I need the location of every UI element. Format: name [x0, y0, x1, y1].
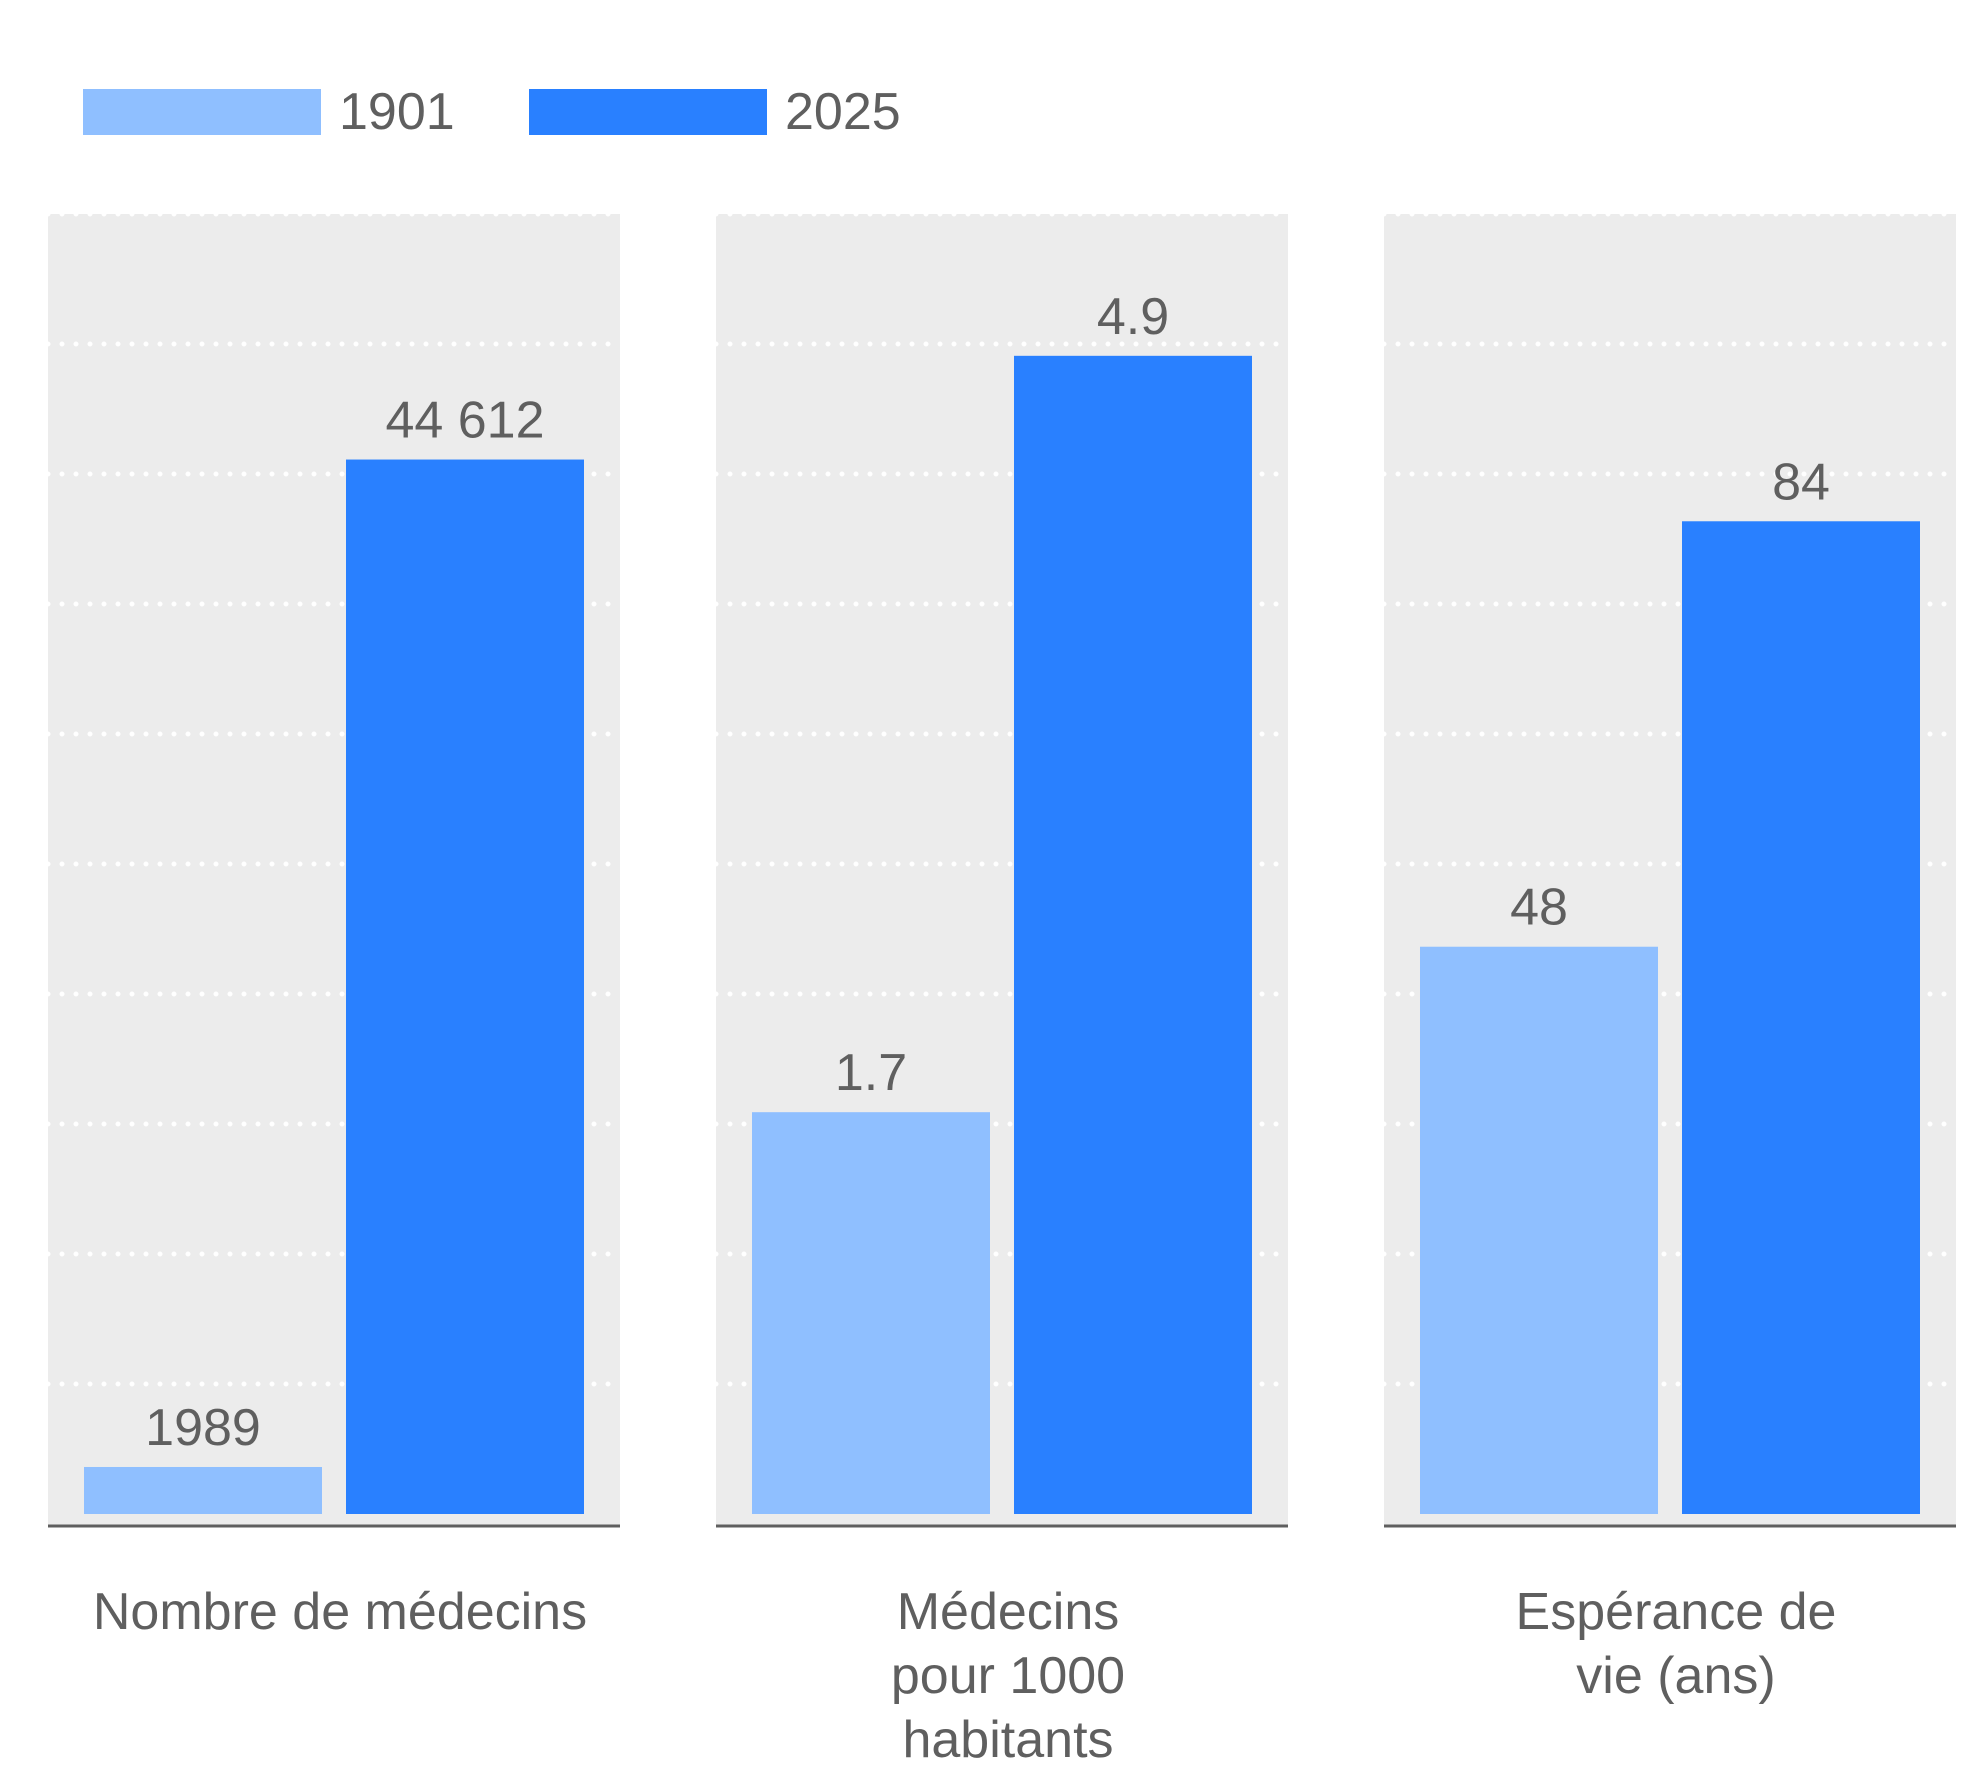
panel-title-medecins-pour-1000: Médecins pour 1000 habitants: [890, 1583, 1126, 1769]
bar-1-1901: [752, 1112, 990, 1514]
legend-label-2025: 2025: [785, 83, 901, 141]
data-label-1-1901: 1.7: [835, 1044, 907, 1102]
data-label-2-1901: 48: [1510, 879, 1568, 937]
legend-swatch-2025: [529, 89, 767, 135]
legend-swatch-1901: [83, 89, 321, 135]
bar-0-1901: [84, 1466, 322, 1514]
bar-1-2025: [1014, 355, 1252, 1515]
bar-2-1901: [1420, 946, 1658, 1514]
bar-2-2025: [1682, 521, 1920, 1514]
data-label-2-2025: 84: [1772, 453, 1830, 511]
panel-title-nombre-de-medecins: Nombre de médecins: [92, 1583, 588, 1641]
panel-title-esperance-de-vie: Espérance de vie (ans): [1515, 1583, 1837, 1705]
data-label-1-2025: 4.9: [1097, 288, 1169, 346]
bar-0-2025: [346, 459, 584, 1514]
data-label-0-2025: 44 612: [385, 392, 544, 450]
legend-label-1901: 1901: [339, 83, 455, 141]
data-label-0-1901: 1989: [145, 1399, 261, 1457]
